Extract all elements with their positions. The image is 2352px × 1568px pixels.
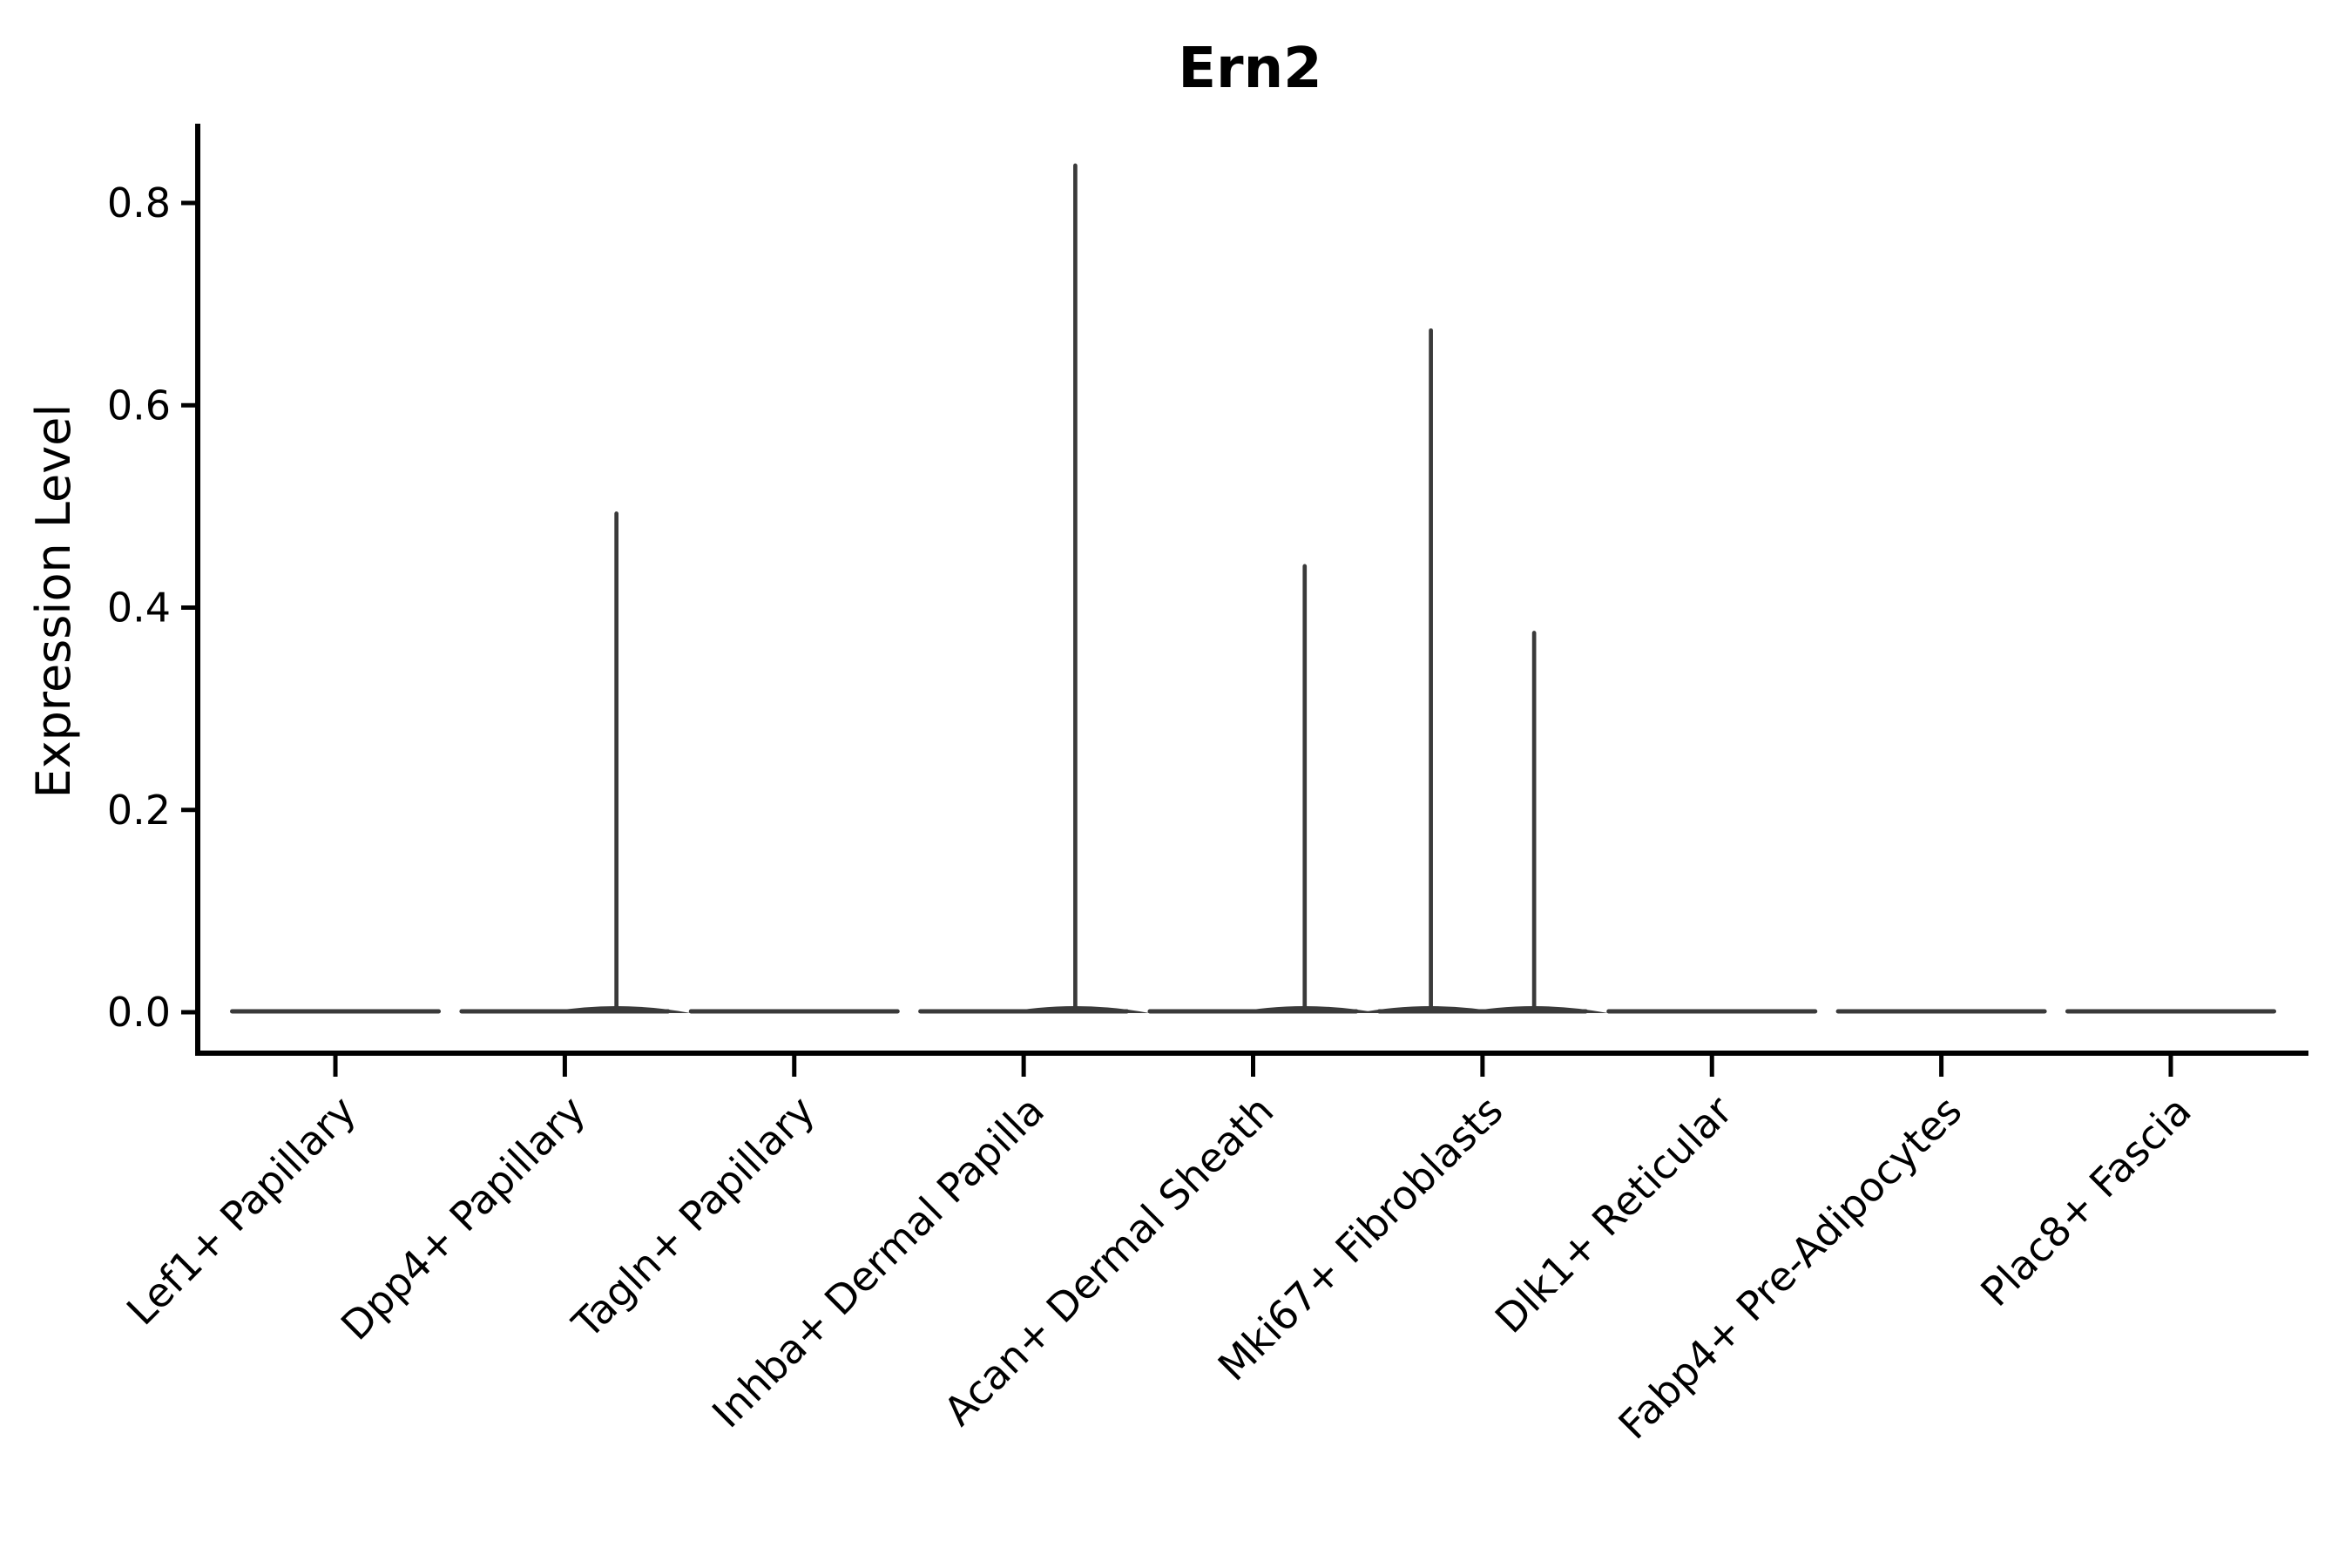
y-tick-label: 0.8 bbox=[107, 179, 171, 226]
violin bbox=[459, 511, 691, 1014]
x-tick-label: Dpp4+ Papillary bbox=[332, 1087, 594, 1349]
y-tick-label: 0.0 bbox=[107, 989, 171, 1036]
y-tick-label: 0.4 bbox=[107, 585, 171, 632]
x-tick-label: Lef1+ Papillary bbox=[118, 1087, 365, 1335]
violin bbox=[1147, 564, 1379, 1014]
violins bbox=[230, 163, 2276, 1014]
y-axis-label: Expression Level bbox=[26, 404, 81, 799]
y-tick-label: 0.2 bbox=[107, 787, 171, 834]
x-tick-label: Tagln+ Papillary bbox=[563, 1087, 824, 1348]
y-tick-labels: 0.0 0.2 0.4 0.6 0.8 bbox=[107, 179, 171, 1036]
chart-title: Ern2 bbox=[1178, 37, 1321, 101]
y-tick-label: 0.6 bbox=[107, 382, 171, 429]
violin bbox=[918, 163, 1150, 1014]
violin bbox=[1356, 328, 1609, 1014]
axes bbox=[181, 124, 2308, 1077]
x-tick-label: Plac8+ Fascia bbox=[1971, 1087, 2200, 1315]
x-tick-label: Dlk1+ Reticular bbox=[1486, 1087, 1741, 1342]
